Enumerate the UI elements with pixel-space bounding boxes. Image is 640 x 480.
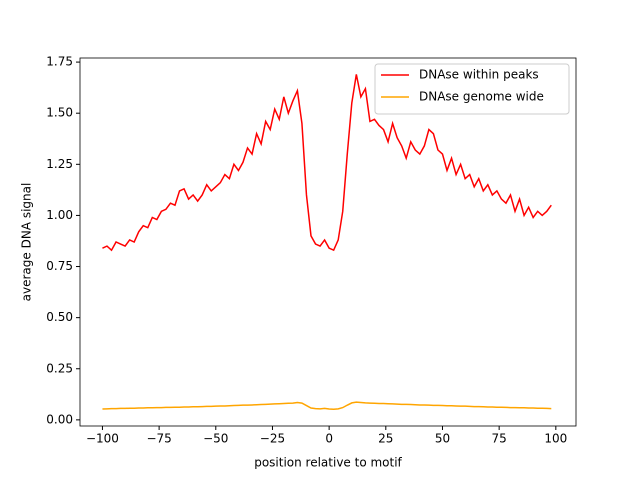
y-tick-label: 1.25 bbox=[46, 157, 73, 171]
x-tick-label: 75 bbox=[492, 432, 507, 446]
x-tick-label: −25 bbox=[260, 432, 285, 446]
x-tick-label: 25 bbox=[378, 432, 393, 446]
y-tick-label: 0.00 bbox=[46, 412, 73, 426]
y-tick-label: 1.75 bbox=[46, 55, 73, 69]
x-tick-label: 100 bbox=[544, 432, 567, 446]
legend-label: DNAse genome wide bbox=[419, 90, 544, 104]
x-tick-label: −100 bbox=[86, 432, 119, 446]
x-tick-label: −75 bbox=[146, 432, 171, 446]
y-tick-label: 0.50 bbox=[46, 310, 73, 324]
y-axis-label: average DNA signal bbox=[20, 183, 34, 302]
x-tick-label: 50 bbox=[435, 432, 450, 446]
y-tick-label: 1.50 bbox=[46, 106, 73, 120]
legend-box bbox=[374, 63, 570, 115]
data-line bbox=[102, 401, 552, 410]
data-line bbox=[102, 74, 552, 252]
x-axis-label: position relative to motif bbox=[254, 456, 402, 470]
legend-label: DNAse within peaks bbox=[419, 68, 539, 82]
plot-frame bbox=[79, 57, 577, 427]
y-tick-label: 0.75 bbox=[46, 259, 73, 273]
y-tick-label: 1.00 bbox=[46, 208, 73, 222]
x-tick-label: −50 bbox=[203, 432, 228, 446]
y-tick-label: 0.25 bbox=[46, 361, 73, 375]
x-tick-label: 0 bbox=[325, 432, 333, 446]
